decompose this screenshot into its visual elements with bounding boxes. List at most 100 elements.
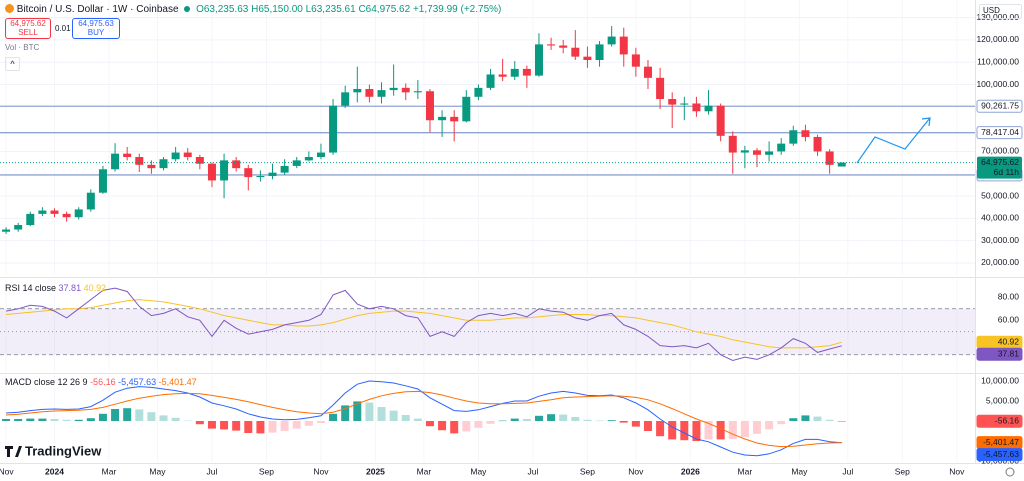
macd-last-label: -5,401.47 xyxy=(983,437,1019,447)
candle-body xyxy=(292,160,301,166)
currency-button[interactable]: USD xyxy=(979,4,1022,19)
candle-body xyxy=(159,159,168,169)
brand-logo: TradingView xyxy=(5,443,102,458)
histogram-bar xyxy=(777,421,786,425)
plot xyxy=(0,26,975,457)
countdown-label: 6d 11h xyxy=(994,167,1020,177)
candle-body xyxy=(486,74,495,88)
histogram-bar xyxy=(438,421,447,431)
histogram-bar xyxy=(341,405,350,421)
last-price-bg xyxy=(977,156,1022,179)
histogram-bar xyxy=(147,412,156,421)
histogram-bar xyxy=(522,419,531,421)
buy-price: 64,975.63 xyxy=(78,19,114,28)
collapse-button[interactable]: ^ xyxy=(5,57,20,71)
candle-body xyxy=(656,77,665,100)
x-tick-label: May xyxy=(149,466,166,476)
histogram-bar xyxy=(86,418,95,421)
histogram-bar xyxy=(14,419,23,421)
candle-body xyxy=(462,96,471,122)
settings[interactable] xyxy=(1005,467,1015,477)
histogram-bar xyxy=(207,421,216,429)
histogram-bar xyxy=(740,421,749,437)
histogram-bar xyxy=(256,421,265,434)
histogram-bar xyxy=(716,421,725,440)
signal-value: -5,401.47 xyxy=(158,377,197,387)
candle-body xyxy=(619,36,628,55)
candle-body xyxy=(522,68,531,76)
y-tick-label: 120,000.00 xyxy=(976,34,1019,44)
symbol[interactable]: Bitcoin / U.S. Dollar · 1W · Coinbase xyxy=(16,4,179,15)
candle-body xyxy=(704,105,713,112)
macd-line xyxy=(6,380,842,457)
histogram-value: -56.16 xyxy=(90,377,116,387)
sell-label: SELL xyxy=(18,28,38,37)
level-label: 90,261.75 xyxy=(981,100,1019,110)
candle-body xyxy=(425,91,434,121)
histogram-bar xyxy=(62,419,71,421)
buy-button[interactable]: 64,975.63 BUY xyxy=(72,18,120,39)
x-tick-label: Nov xyxy=(0,466,14,476)
macd-line xyxy=(6,390,842,448)
macd-value: -5,457.63 xyxy=(118,377,157,387)
rsi-last-label: 37.81 xyxy=(998,348,1020,358)
histogram-bar xyxy=(123,408,132,421)
candle-body xyxy=(825,151,834,165)
candle-body xyxy=(547,44,556,46)
candle-body xyxy=(377,90,386,97)
candle-body xyxy=(14,225,23,230)
y-tick-label: 130,000.00 xyxy=(976,12,1019,22)
histogram-bar xyxy=(474,421,483,428)
x-tick-label: Sep xyxy=(895,466,910,476)
histogram-bar xyxy=(813,416,822,421)
ohlc-low: L63,235.61 xyxy=(305,4,356,15)
x-tick-label: 2025 xyxy=(366,466,385,476)
candle-body xyxy=(837,162,846,167)
candle-body xyxy=(631,54,640,67)
histogram-bar xyxy=(571,417,580,421)
macd-last-label-bg xyxy=(976,448,1023,462)
rsi-title: RSI 14 close xyxy=(5,283,57,293)
y-tick-label: 10,000.00 xyxy=(981,375,1019,385)
x-tick-label: Jul xyxy=(527,466,538,476)
candle-body xyxy=(111,153,120,170)
y-tick-label: 40,000.00 xyxy=(981,213,1019,223)
candle-body xyxy=(789,130,798,144)
rsi-ma-value: 40.92 xyxy=(83,283,107,293)
macd-title: MACD close 12 26 9 xyxy=(5,377,88,387)
grid xyxy=(0,17,975,264)
histogram-bar xyxy=(704,421,713,440)
candle-body xyxy=(256,175,265,178)
histogram-bar xyxy=(765,421,774,430)
x-tick-label: Mar xyxy=(417,466,432,476)
histogram-bar xyxy=(680,421,689,441)
candle-body xyxy=(232,160,241,169)
histogram-bar xyxy=(268,421,277,433)
candle-body xyxy=(595,44,604,60)
histogram-bar xyxy=(159,415,168,421)
histogram-bar xyxy=(425,421,434,427)
symbol-row: Bitcoin / U.S. Dollar · 1W · Coinbase O6… xyxy=(5,4,501,16)
candle-body xyxy=(304,157,313,161)
y-tick-label: 70,000.00 xyxy=(981,146,1019,156)
candle-body xyxy=(716,105,725,136)
candle-body xyxy=(474,87,483,97)
sell-button[interactable]: 64,975.62 SELL xyxy=(5,18,51,39)
histogram-bar xyxy=(607,420,616,421)
histogram-bar xyxy=(643,421,652,431)
rsi-last-label-bg xyxy=(976,347,1023,361)
rsi-last-label: 40.92 xyxy=(998,336,1020,346)
histogram-bar xyxy=(365,402,374,421)
histogram-bar xyxy=(498,420,507,422)
histogram-bar xyxy=(401,415,410,421)
sell-price: 64,975.62 xyxy=(10,19,46,28)
ohlc-open: O63,235.63 xyxy=(196,4,249,15)
histogram-bar xyxy=(619,421,628,423)
histogram-bar xyxy=(183,420,192,422)
settings-icon[interactable] xyxy=(1005,467,1015,477)
candle-body xyxy=(692,103,701,112)
candle-body xyxy=(353,88,362,93)
candle-body xyxy=(534,44,543,76)
histogram-bar xyxy=(377,407,386,421)
